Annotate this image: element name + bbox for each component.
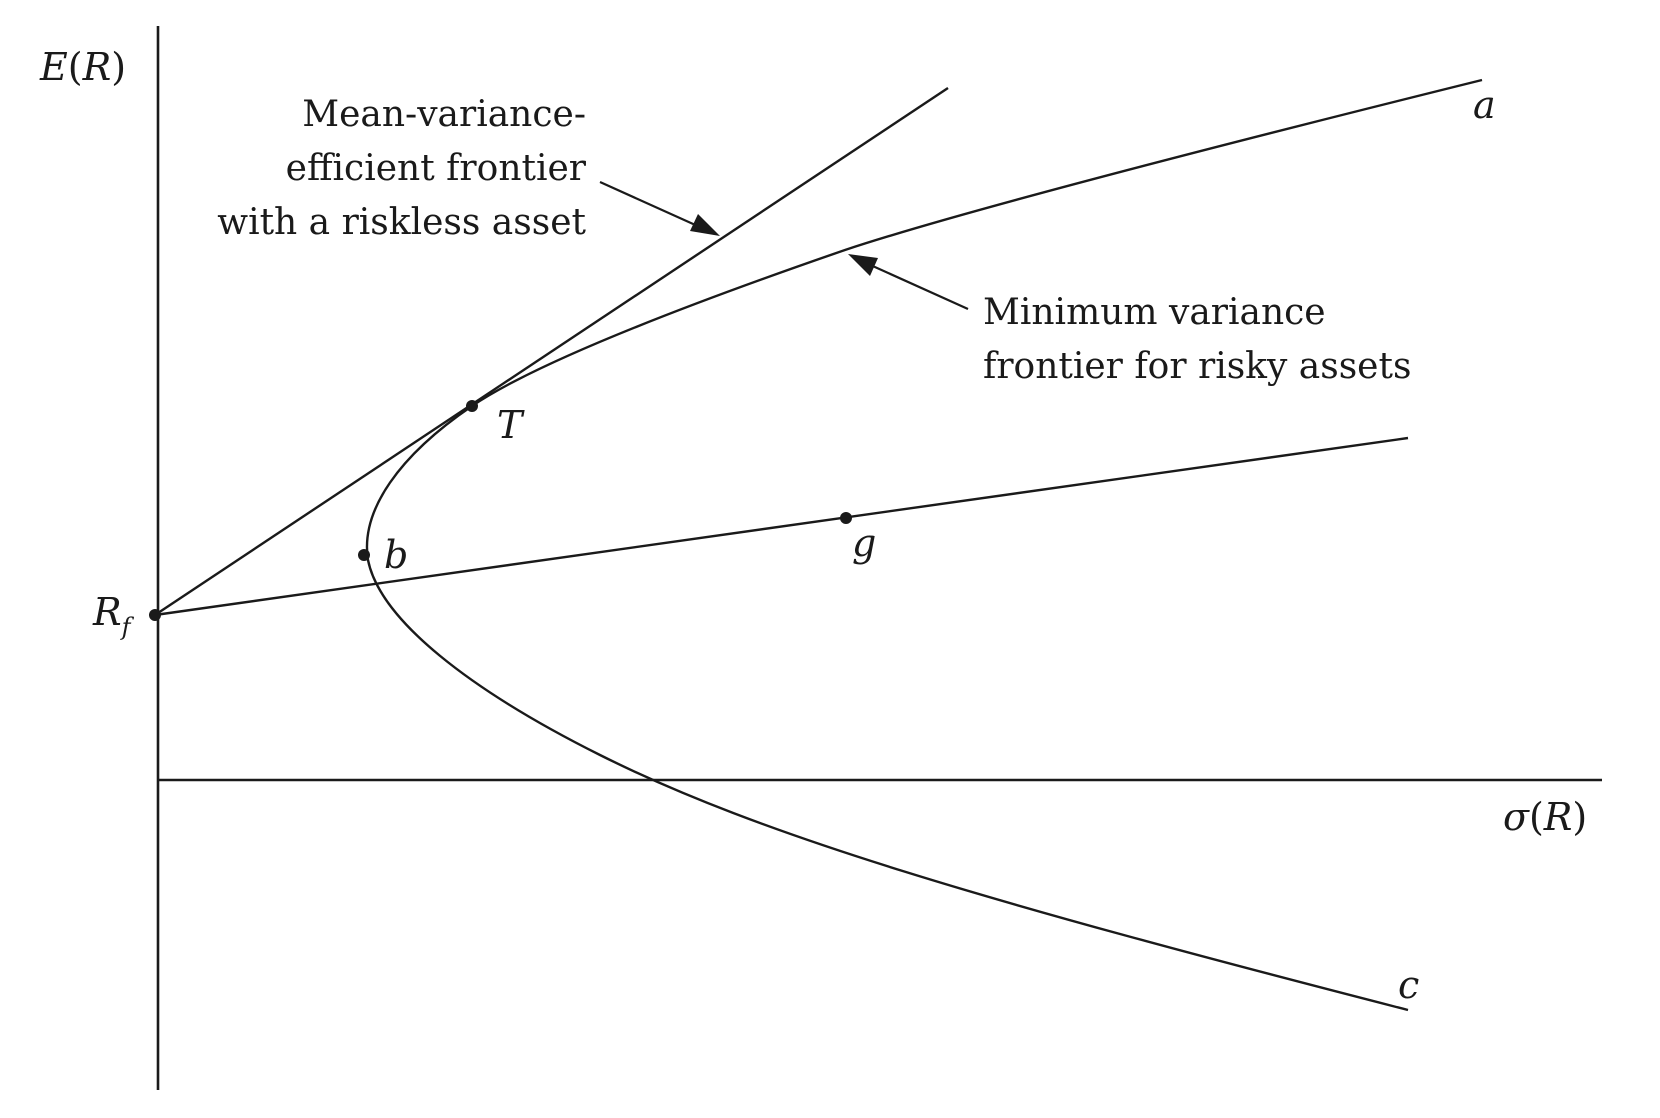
- efficient-frontier-callout-line-2: efficient frontier: [286, 148, 587, 189]
- minimum-variance-frontier: [365, 78, 1483, 1012]
- tangency-point: [466, 400, 478, 412]
- min-var-label: b: [384, 533, 408, 577]
- efficient-frontier-callout-line-1: Mean-variance-: [302, 94, 586, 135]
- g-label: g: [852, 521, 876, 565]
- g-point: [840, 512, 852, 524]
- min-var-point: [358, 549, 370, 561]
- min-variance-arrow-line: [865, 261, 969, 311]
- frontier-upper-label: a: [1473, 83, 1496, 127]
- rf-label: Rf: [92, 590, 135, 641]
- rf-g-line: [154, 436, 1409, 617]
- efficient-frontier-arrow-line: [599, 180, 703, 230]
- rf-point: [149, 609, 161, 621]
- min-variance-callout-line-1: Minimum variance: [983, 292, 1326, 333]
- min-variance-callout-line-2: frontier for risky assets: [983, 346, 1411, 387]
- x-axis-label: σ(R): [1503, 795, 1587, 839]
- efficient-frontier-callout-line-3: with a riskless asset: [217, 202, 586, 243]
- min-variance-arrow-head: [848, 254, 878, 276]
- frontier-lower-label: c: [1398, 963, 1419, 1007]
- capital-market-line: [154, 87, 949, 616]
- tangency-label: T: [497, 403, 525, 447]
- efficient-frontier-arrow-head: [690, 214, 720, 236]
- y-axis-label: E(R): [39, 45, 126, 89]
